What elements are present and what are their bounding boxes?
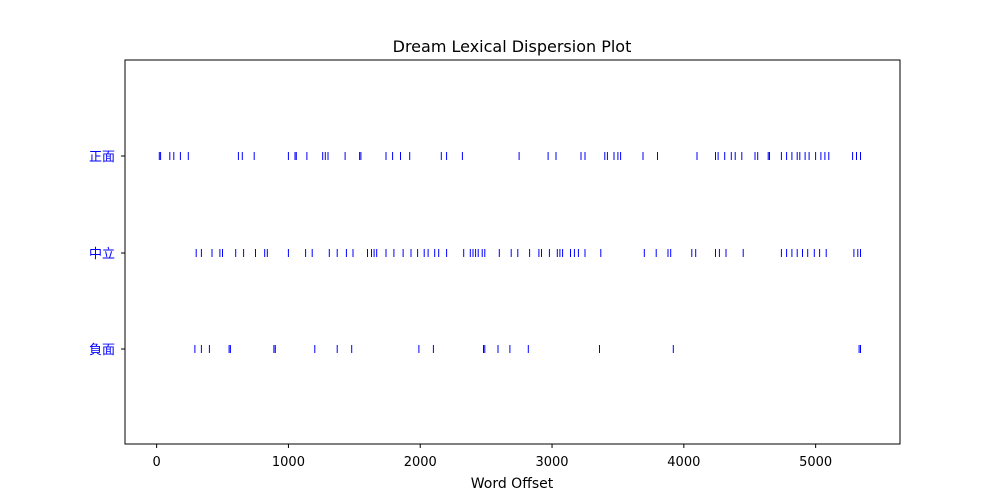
x-tick-label: 0 [152, 455, 160, 470]
y-tick-label: 負面 [89, 343, 115, 358]
dispersion-marks [158, 152, 861, 353]
chart-title: Dream Lexical Dispersion Plot [393, 37, 632, 56]
y-tick-label: 中立 [89, 247, 115, 262]
y-tick-label: 正面 [89, 150, 115, 165]
x-tick-label: 3000 [535, 455, 568, 470]
x-axis: 0 1000 2000 3000 4000 5000 [152, 444, 832, 470]
x-tick-label: 4000 [667, 455, 700, 470]
x-tick-label: 5000 [799, 455, 832, 470]
x-axis-label: Word Offset [471, 476, 554, 492]
x-tick-label: 1000 [272, 455, 305, 470]
plot-area [124, 59, 901, 445]
x-tick-label: 2000 [404, 455, 437, 470]
